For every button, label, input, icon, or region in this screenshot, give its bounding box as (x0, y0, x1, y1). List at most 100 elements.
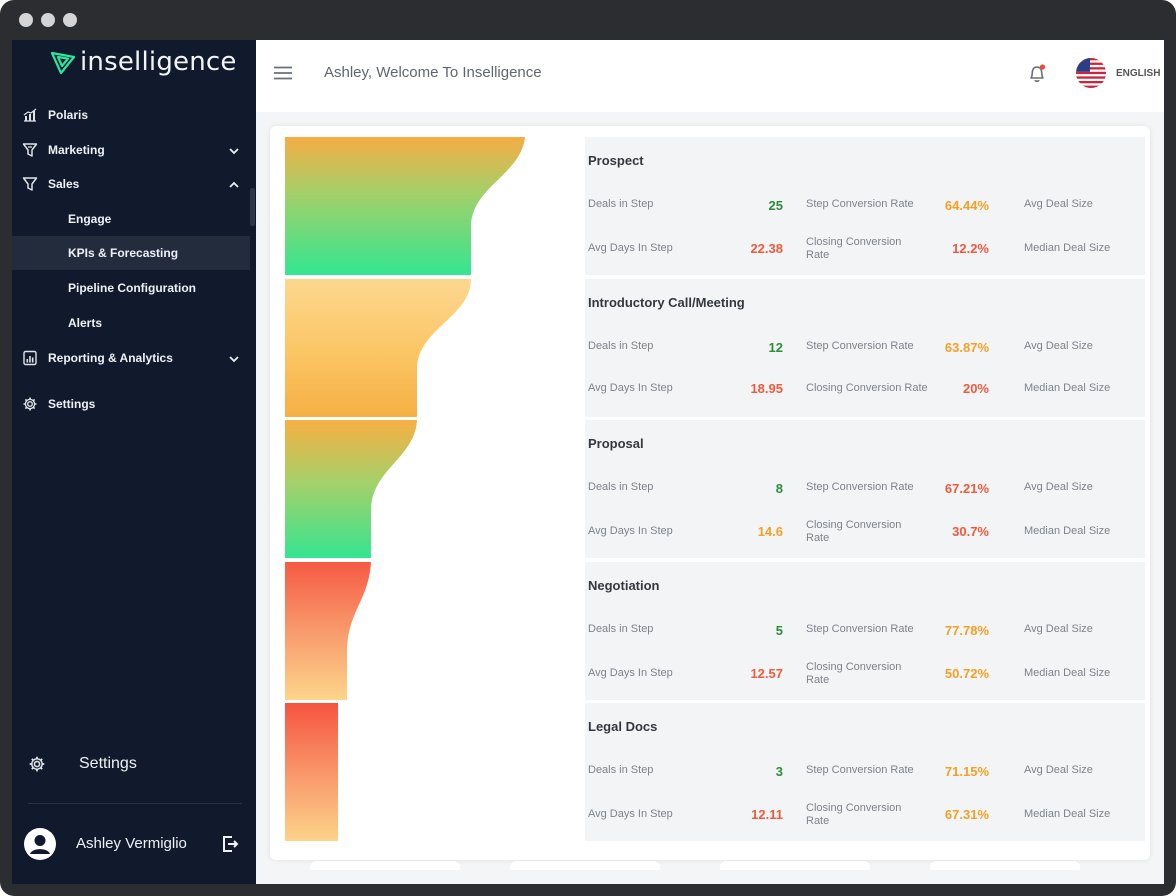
content-area: Prospect Deals in Step 25 Step Conversio… (256, 112, 1164, 884)
closing-conversion-label: Closing Conversion Rate (806, 382, 928, 394)
avg-days-label: Avg Days In Step (588, 382, 673, 394)
user-name: Ashley Vermiglio (76, 835, 187, 852)
step-conversion-label: Step Conversion Rate (806, 764, 914, 776)
next-card-edge (930, 860, 1080, 870)
avg-days-value: 18.95 (750, 381, 783, 396)
stage-name: Legal Docs (588, 719, 658, 734)
deals-in-step-label: Deals in Step (588, 764, 654, 776)
closing-conversion-value: 12.2% (952, 241, 989, 256)
sidebar-item-label: Reporting & Analytics (48, 351, 173, 365)
stage-name: Introductory Call/Meeting (588, 295, 745, 310)
step-conversion-value: 67.21% (944, 481, 989, 496)
deals-in-step-value: 8 (775, 481, 783, 496)
avg-days-label: Avg Days In Step (588, 525, 673, 537)
logout-icon[interactable] (220, 834, 240, 854)
gear-icon (22, 396, 38, 412)
sidebar-subitem-pipeline-configuration[interactable]: Pipeline Configuration (12, 271, 250, 305)
funnel-stage-proposal[interactable]: Proposal Deals in Step 8 Step Conversion… (285, 420, 1145, 558)
sidebar-item-marketing[interactable]: Marketing (12, 133, 250, 167)
closing-conversion-label-line2: Rate (806, 815, 830, 827)
main-panel: Ashley, Welcome To Inselligence ENGLISH (256, 40, 1164, 884)
marketing-funnel-icon (22, 142, 38, 158)
step-conversion-value: 71.15% (944, 764, 989, 779)
closing-conversion-label-line1: Closing Conversion (806, 519, 902, 531)
polaris-chart-icon (22, 107, 38, 123)
chevron-down-icon[interactable] (228, 352, 240, 364)
sidebar-item-sales[interactable]: Sales (12, 167, 250, 201)
deals-in-step-label: Deals in Step (588, 340, 654, 352)
chevron-up-icon[interactable] (228, 178, 240, 190)
sidebar-item-label: Polaris (48, 108, 89, 122)
deals-in-step-label: Deals in Step (588, 198, 654, 210)
stage-name: Prospect (588, 153, 644, 168)
top-bar: Ashley, Welcome To Inselligence ENGLISH (256, 40, 1164, 112)
funnel-segment (285, 562, 585, 700)
language-selector[interactable]: ENGLISH (1116, 68, 1161, 79)
us-flag-icon[interactable] (1076, 58, 1106, 88)
funnel-segment (285, 703, 585, 841)
window-close-dot[interactable] (19, 13, 33, 27)
avg-deal-size-label: Avg Deal Size (1024, 764, 1093, 776)
gear-icon (28, 755, 46, 773)
avatar[interactable] (24, 828, 56, 860)
step-conversion-label: Step Conversion Rate (806, 198, 914, 210)
closing-conversion-value: 30.7% (952, 524, 989, 539)
closing-conversion-label: Closing Conversion Rate (806, 802, 921, 828)
closing-conversion-label-line1: Closing Conversion (806, 661, 902, 673)
step-conversion-label: Step Conversion Rate (806, 340, 914, 352)
sidebar-subitem-engage[interactable]: Engage (12, 202, 250, 236)
avg-deal-size-label: Avg Deal Size (1024, 481, 1093, 493)
deals-in-step-value: 5 (775, 623, 783, 638)
closing-conversion-label: Closing Conversion Rate (806, 236, 921, 262)
report-icon (22, 350, 38, 366)
funnel-segment (285, 137, 585, 275)
closing-conversion-value: 67.31% (944, 807, 989, 822)
avg-deal-size-label: Avg Deal Size (1024, 623, 1093, 635)
median-deal-size-label: Median Deal Size (1024, 808, 1111, 820)
closing-conversion-label-line2: Rate (806, 674, 830, 686)
sidebar-item-reporting-analytics[interactable]: Reporting & Analytics (12, 341, 250, 375)
user-profile: Ashley Vermiglio (12, 824, 250, 864)
median-deal-size-label: Median Deal Size (1024, 242, 1111, 254)
avg-days-value: 12.11 (751, 807, 783, 822)
bottom-settings-button[interactable]: Settings (12, 746, 250, 782)
deals-in-step-label: Deals in Step (588, 481, 654, 493)
sidebar-item-settings[interactable]: Settings (12, 387, 250, 421)
funnel-stage-prospect[interactable]: Prospect Deals in Step 25 Step Conversio… (285, 137, 1145, 275)
brand-logo-icon (50, 51, 76, 75)
chevron-down-icon[interactable] (228, 144, 240, 156)
closing-conversion-label-line1: Closing Conversion (806, 236, 902, 248)
step-conversion-value: 77.78% (944, 623, 989, 638)
closing-conversion-label: Closing Conversion Rate (806, 519, 921, 545)
bottom-settings-label: Settings (79, 755, 137, 772)
median-deal-size-label: Median Deal Size (1024, 667, 1111, 679)
funnel-stage-introductory-call[interactable]: Introductory Call/Meeting Deals in Step … (285, 279, 1145, 417)
sidebar-subitem-alerts[interactable]: Alerts (12, 306, 250, 340)
deals-in-step-label: Deals in Step (588, 623, 654, 635)
step-conversion-label: Step Conversion Rate (806, 623, 914, 635)
brand-logo[interactable]: inselligence (50, 46, 237, 78)
sidebar-item-polaris[interactable]: Polaris (12, 98, 250, 132)
closing-conversion-label: Closing Conversion Rate (806, 661, 921, 687)
funnel-stage-legal-docs[interactable]: Legal Docs Deals in Step 3 Step Conversi… (285, 703, 1145, 841)
median-deal-size-label: Median Deal Size (1024, 525, 1111, 537)
notification-bell-icon[interactable] (1026, 62, 1048, 84)
deals-in-step-value: 12 (768, 340, 783, 355)
funnel-stage-negotiation[interactable]: Negotiation Deals in Step 5 Step Convers… (285, 562, 1145, 700)
closing-conversion-value: 20% (962, 381, 989, 396)
hamburger-menu-icon[interactable] (274, 66, 292, 80)
window-titlebar (0, 0, 1176, 40)
step-conversion-label: Step Conversion Rate (806, 481, 914, 493)
step-conversion-value: 63.87% (944, 340, 989, 355)
sidebar-item-label: Marketing (48, 143, 105, 157)
sidebar-subitem-kpis-forecasting[interactable]: KPIs & Forecasting (12, 236, 250, 270)
sidebar-scrollbar[interactable] (250, 188, 255, 226)
window-maximize-dot[interactable] (63, 13, 77, 27)
avg-days-value: 22.38 (750, 241, 783, 256)
window-minimize-dot[interactable] (41, 13, 55, 27)
closing-conversion-label-line2: Rate (806, 249, 830, 261)
next-card-edge (510, 860, 660, 870)
sidebar-item-label: Sales (48, 177, 80, 191)
sales-funnel-icon (22, 176, 38, 192)
